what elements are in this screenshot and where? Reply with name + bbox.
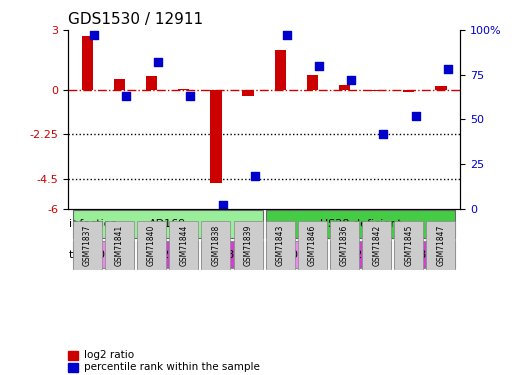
Text: GDS1530 / 12911: GDS1530 / 12911	[68, 12, 203, 27]
Bar	[339, 85, 350, 90]
Point	[154, 59, 163, 65]
Bar	[210, 90, 222, 183]
Point	[251, 174, 259, 180]
Text: AD169: AD169	[149, 219, 186, 229]
Text: infection: infection	[69, 219, 117, 229]
Text: GSM71847: GSM71847	[437, 225, 446, 266]
FancyBboxPatch shape	[137, 221, 166, 270]
FancyBboxPatch shape	[73, 210, 263, 238]
Bar	[403, 90, 414, 92]
Bar	[178, 88, 189, 90]
Text: GSM71836: GSM71836	[340, 225, 349, 266]
Text: GSM71845: GSM71845	[404, 225, 413, 266]
Text: 72 h: 72 h	[348, 250, 373, 259]
Text: GSM71843: GSM71843	[276, 225, 285, 266]
Bar	[114, 79, 125, 90]
FancyBboxPatch shape	[298, 221, 327, 270]
FancyBboxPatch shape	[201, 221, 230, 270]
FancyBboxPatch shape	[201, 241, 263, 268]
Text: GSM71846: GSM71846	[308, 225, 317, 266]
FancyBboxPatch shape	[234, 221, 263, 270]
Text: 50 h: 50 h	[91, 250, 116, 259]
Text: GSM71841: GSM71841	[115, 225, 124, 266]
Point	[315, 63, 323, 69]
Text: GSM71838: GSM71838	[211, 225, 220, 266]
FancyBboxPatch shape	[73, 241, 134, 268]
Text: percentile rank within the sample: percentile rank within the sample	[84, 363, 259, 372]
Point	[219, 202, 227, 208]
Text: log2 ratio: log2 ratio	[84, 351, 134, 360]
Text: 50 h: 50 h	[284, 250, 309, 259]
FancyBboxPatch shape	[394, 241, 456, 268]
Point	[122, 93, 130, 99]
Text: 72 h: 72 h	[155, 250, 180, 259]
FancyBboxPatch shape	[137, 241, 198, 268]
Point	[186, 93, 195, 99]
Text: 98 h: 98 h	[220, 250, 244, 259]
FancyBboxPatch shape	[105, 221, 134, 270]
Text: 98 h: 98 h	[413, 250, 437, 259]
Bar	[68, 363, 78, 372]
Point	[379, 130, 388, 136]
Point	[90, 32, 98, 38]
Bar	[371, 90, 382, 91]
FancyBboxPatch shape	[266, 210, 456, 238]
Text: GSM71844: GSM71844	[179, 225, 188, 266]
FancyBboxPatch shape	[266, 221, 294, 270]
Bar	[435, 86, 447, 90]
FancyBboxPatch shape	[169, 221, 198, 270]
Text: GSM71840: GSM71840	[147, 225, 156, 266]
Bar	[243, 90, 254, 96]
Bar	[68, 351, 78, 360]
Point	[444, 66, 452, 72]
FancyBboxPatch shape	[330, 241, 391, 268]
Point	[412, 113, 420, 119]
Text: US28 deficient: US28 deficient	[320, 219, 402, 229]
FancyBboxPatch shape	[73, 221, 102, 270]
Point	[347, 77, 356, 83]
Bar	[306, 75, 318, 90]
Bar	[82, 36, 93, 90]
Bar	[146, 76, 157, 90]
Text: GSM71842: GSM71842	[372, 225, 381, 266]
Bar	[275, 50, 286, 90]
Text: time: time	[69, 250, 94, 259]
Point	[283, 32, 291, 38]
FancyBboxPatch shape	[330, 221, 359, 270]
FancyBboxPatch shape	[426, 221, 456, 270]
FancyBboxPatch shape	[266, 241, 327, 268]
FancyBboxPatch shape	[362, 221, 391, 270]
Text: GSM71837: GSM71837	[83, 225, 92, 266]
FancyBboxPatch shape	[394, 221, 423, 270]
Text: GSM71839: GSM71839	[244, 225, 253, 266]
